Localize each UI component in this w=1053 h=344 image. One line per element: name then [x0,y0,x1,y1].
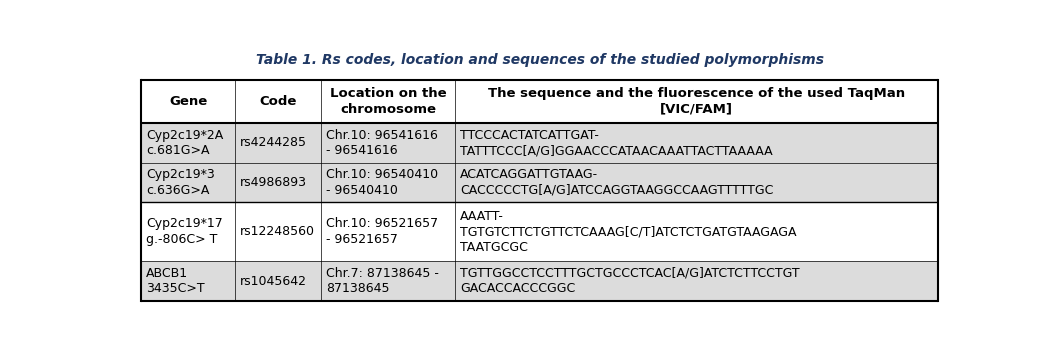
Text: ABCB1
3435C>T: ABCB1 3435C>T [146,267,205,295]
Text: Location on the
chromosome: Location on the chromosome [330,87,446,116]
Text: Table 1. Rs codes, location and sequences of the studied polymorphisms: Table 1. Rs codes, location and sequence… [256,53,823,67]
Text: rs1045642: rs1045642 [240,275,307,288]
Text: ACATCAGGATTGTAAG-
CACCCCCTG[A/G]ATCCAGGTAAGGCCAAGTTTTTGC: ACATCAGGATTGTAAG- CACCCCCTG[A/G]ATCCAGGT… [460,168,774,197]
Bar [141,202,938,261]
Text: TGTTGGCCTCCTTTGCTGCCCTCAC[A/G]ATCTCTTCCTGT
GACACCACCCGGC: TGTTGGCCTCCTTTGCTGCCCTCAC[A/G]ATCTCTTCCT… [460,267,800,295]
Text: Cyp2c19*2A
c.681G>A: Cyp2c19*2A c.681G>A [146,129,223,157]
Text: Cyp2c19*3
c.636G>A: Cyp2c19*3 c.636G>A [146,168,215,197]
Text: Cyp2c19*17
g.-806C> T: Cyp2c19*17 g.-806C> T [146,217,223,246]
Text: rs12248560: rs12248560 [240,225,315,238]
Text: Chr.10: 96541616
- 96541616: Chr.10: 96541616 - 96541616 [326,129,438,157]
Text: Gene: Gene [170,95,207,108]
Bar [141,123,938,202]
Text: Chr.10: 96540410
- 96540410: Chr.10: 96540410 - 96540410 [326,168,438,197]
Text: Chr.10: 96521657
- 96521657: Chr.10: 96521657 - 96521657 [326,217,438,246]
Text: rs4244285: rs4244285 [240,136,307,149]
Text: The sequence and the fluorescence of the used TaqMan
[VIC/FAM]: The sequence and the fluorescence of the… [488,87,906,116]
Bar [141,261,938,301]
Text: rs4986893: rs4986893 [240,176,307,189]
Text: Code: Code [260,95,297,108]
Text: TTCCCACTATCATTGAT-
TATTTCCC[A/G]GGAACCCATAACAAATTACTTAAAAA: TTCCCACTATCATTGAT- TATTTCCC[A/G]GGAACCCA… [460,129,773,157]
Bar [141,80,938,123]
Text: AAATT-
TGTGTCTTCTGTTCTCAAAG[C/T]ATCTCTGATGTAAGAGA
TAATGCGC: AAATT- TGTGTCTTCTGTTCTCAAAG[C/T]ATCTCTGA… [460,210,797,254]
Text: Chr.7: 87138645 -
87138645: Chr.7: 87138645 - 87138645 [326,267,439,295]
